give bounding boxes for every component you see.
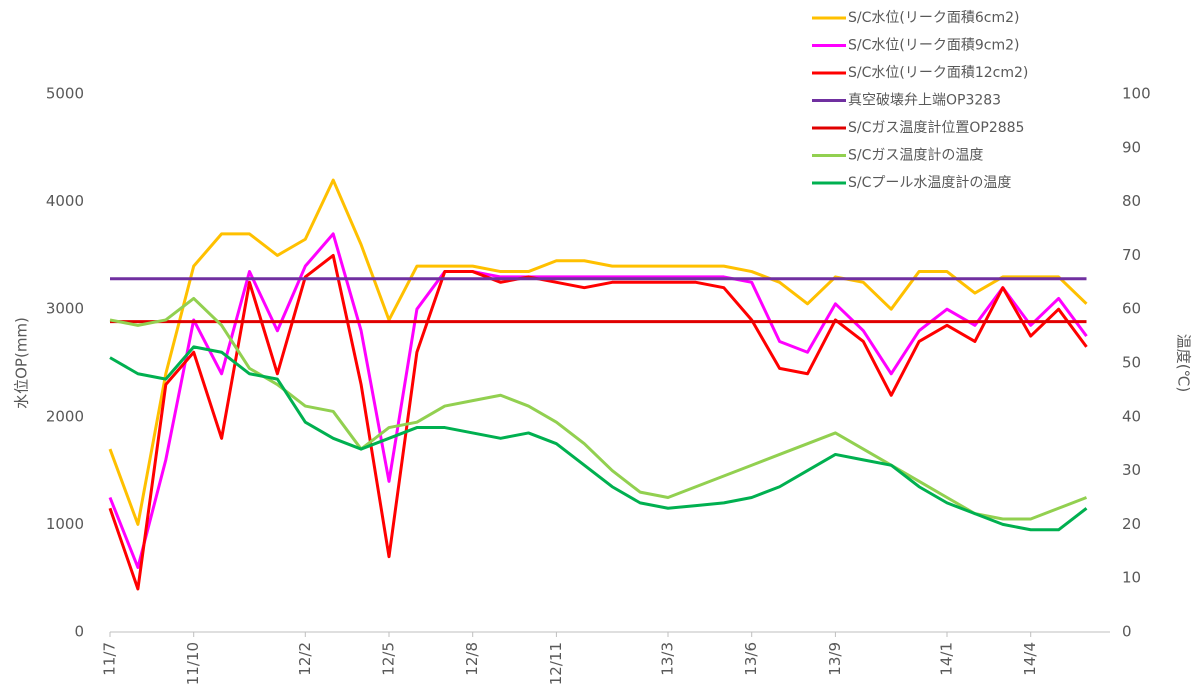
x-tick-label: 13/3 bbox=[659, 642, 677, 676]
y2-tick-label: 90 bbox=[1122, 138, 1141, 156]
y-tick-label: 0 bbox=[74, 623, 84, 641]
y2-tick-label: 40 bbox=[1122, 407, 1141, 425]
y2-tick-label: 80 bbox=[1122, 192, 1141, 210]
y2-axis-label: 温度(℃) bbox=[1175, 334, 1193, 393]
x-tick-label: 11/7 bbox=[101, 642, 119, 676]
legend-label: S/C水位(リーク面積9cm2) bbox=[848, 38, 1019, 54]
x-tick-label: 12/8 bbox=[463, 642, 481, 676]
x-tick-label: 12/11 bbox=[547, 642, 565, 685]
y2-tick-label: 60 bbox=[1122, 300, 1141, 318]
series-line bbox=[108, 178, 1088, 526]
y-tick-label: 5000 bbox=[46, 85, 84, 103]
legend-label: S/Cプール水温度計の温度 bbox=[848, 175, 1011, 191]
x-tick-label: 14/1 bbox=[938, 642, 956, 676]
x-tick-label: 11/10 bbox=[184, 642, 202, 685]
y2-tick-label: 70 bbox=[1122, 246, 1141, 264]
y2-tick-label: 30 bbox=[1122, 461, 1141, 479]
legend-label: S/Cガス温度計の温度 bbox=[848, 148, 983, 164]
x-tick-label: 13/6 bbox=[742, 642, 760, 676]
x-tick-label: 12/2 bbox=[296, 642, 314, 676]
y-tick-label: 2000 bbox=[46, 407, 84, 425]
series-line bbox=[109, 296, 1088, 521]
legend-label: S/Cガス温度計位置OP2885 bbox=[848, 120, 1024, 136]
y2-tick-label: 100 bbox=[1122, 85, 1151, 103]
y-tick-label: 3000 bbox=[46, 300, 84, 318]
legend-label: S/C水位(リーク面積6cm2) bbox=[848, 10, 1019, 26]
y2-tick-label: 0 bbox=[1122, 623, 1132, 641]
series-line bbox=[109, 345, 1088, 532]
x-tick-label: 12/5 bbox=[380, 642, 398, 676]
series-line bbox=[108, 253, 1088, 591]
y2-tick-label: 20 bbox=[1122, 515, 1141, 533]
y-tick-label: 4000 bbox=[46, 192, 84, 210]
y-axis-label: 水位OP(mm) bbox=[13, 317, 31, 409]
y2-tick-label: 50 bbox=[1122, 354, 1141, 372]
x-tick-label: 14/4 bbox=[1021, 642, 1039, 676]
legend-label: 真空破壊弁上端OP3283 bbox=[848, 93, 1001, 109]
x-tick-label: 13/9 bbox=[826, 642, 844, 676]
y-tick-label: 1000 bbox=[46, 515, 84, 533]
legend-label: S/C水位(リーク面積12cm2) bbox=[848, 65, 1028, 81]
y2-tick-label: 10 bbox=[1122, 569, 1141, 587]
